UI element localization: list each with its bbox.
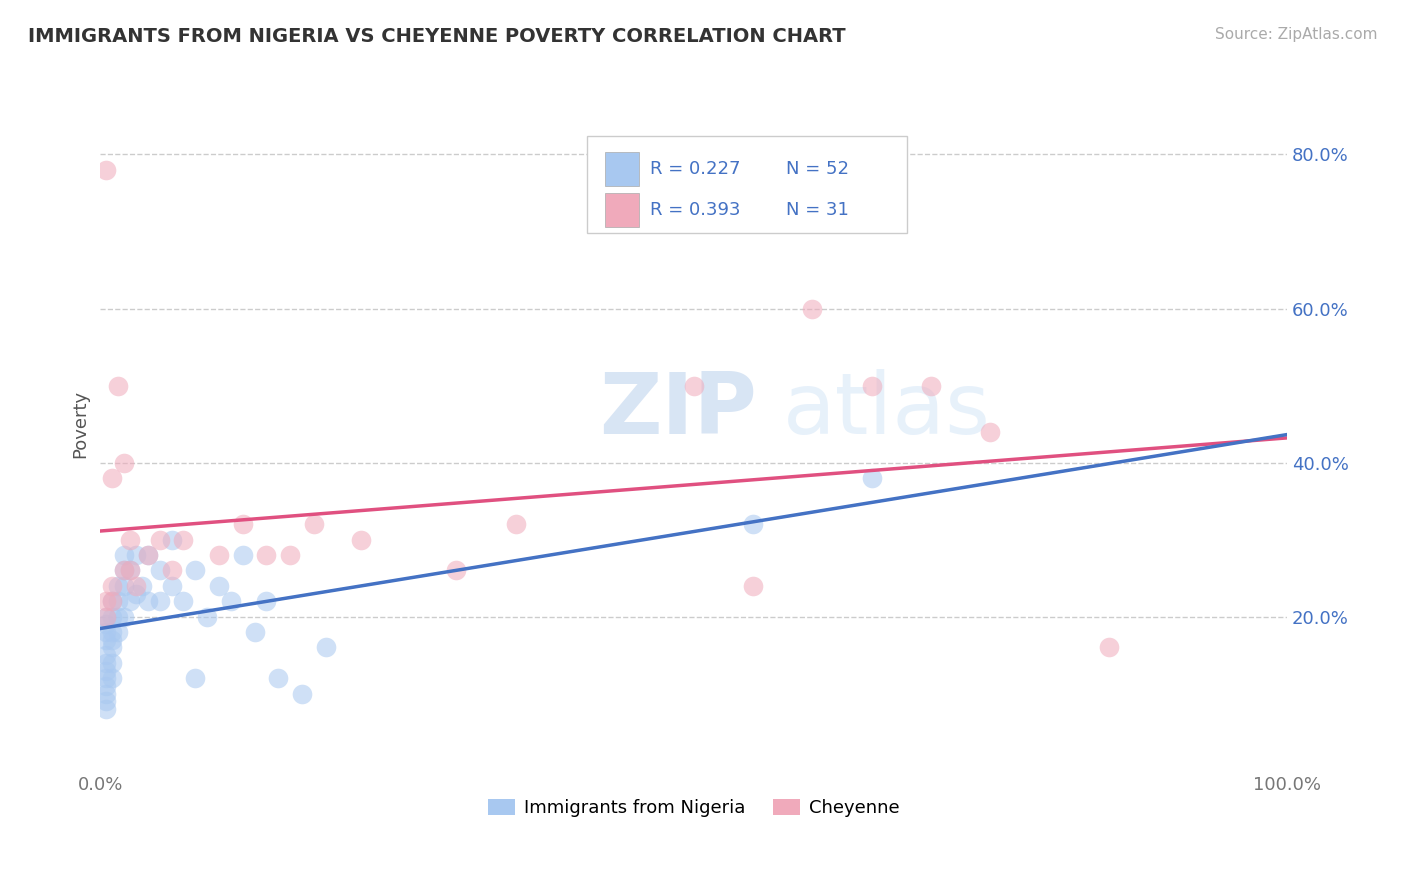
Point xyxy=(101,579,124,593)
Point xyxy=(101,594,124,608)
Point xyxy=(267,671,290,685)
Point xyxy=(172,533,194,547)
Point xyxy=(979,425,1001,439)
Text: R = 0.393: R = 0.393 xyxy=(650,201,741,219)
Point xyxy=(243,625,266,640)
Point xyxy=(96,632,118,647)
FancyBboxPatch shape xyxy=(605,152,640,186)
FancyBboxPatch shape xyxy=(586,136,907,234)
Point xyxy=(219,594,242,608)
Point xyxy=(101,625,124,640)
Y-axis label: Poverty: Poverty xyxy=(72,390,89,458)
Point xyxy=(125,548,148,562)
Point xyxy=(350,533,373,547)
Point xyxy=(96,609,118,624)
Point xyxy=(101,471,124,485)
Point xyxy=(446,563,468,577)
Text: R = 0.227: R = 0.227 xyxy=(650,160,741,178)
Point xyxy=(118,594,141,608)
Point xyxy=(136,548,159,562)
Point xyxy=(136,594,159,608)
Point xyxy=(112,563,135,577)
Point xyxy=(101,632,124,647)
Point xyxy=(118,533,141,547)
Point xyxy=(184,563,207,577)
Point xyxy=(232,517,254,532)
Point xyxy=(208,548,231,562)
Point xyxy=(505,517,527,532)
Point xyxy=(315,640,337,655)
Point xyxy=(96,162,118,177)
Point xyxy=(96,656,118,670)
Point xyxy=(118,563,141,577)
Text: ZIP: ZIP xyxy=(599,368,756,451)
Point xyxy=(96,594,118,608)
Point xyxy=(1098,640,1121,655)
Point xyxy=(96,702,118,716)
Point xyxy=(107,378,129,392)
Point xyxy=(107,625,129,640)
Point xyxy=(160,563,183,577)
Text: N = 31: N = 31 xyxy=(786,201,849,219)
Point xyxy=(101,656,124,670)
Point xyxy=(184,671,207,685)
Point xyxy=(112,456,135,470)
Point xyxy=(107,609,129,624)
Point xyxy=(742,579,765,593)
Point xyxy=(96,671,118,685)
Point xyxy=(96,664,118,678)
Point xyxy=(302,517,325,532)
Text: N = 52: N = 52 xyxy=(786,160,849,178)
Point xyxy=(112,609,135,624)
Point xyxy=(682,378,704,392)
Point xyxy=(860,471,883,485)
Point xyxy=(101,671,124,685)
Point xyxy=(96,617,118,632)
Text: atlas: atlas xyxy=(783,368,991,451)
Point xyxy=(96,609,118,624)
FancyBboxPatch shape xyxy=(605,194,640,227)
Point xyxy=(256,594,278,608)
Point xyxy=(112,579,135,593)
Point xyxy=(160,533,183,547)
Point xyxy=(160,579,183,593)
Point xyxy=(149,594,172,608)
Legend: Immigrants from Nigeria, Cheyenne: Immigrants from Nigeria, Cheyenne xyxy=(481,791,907,824)
Point xyxy=(208,579,231,593)
Point xyxy=(920,378,942,392)
Point xyxy=(195,609,218,624)
Text: IMMIGRANTS FROM NIGERIA VS CHEYENNE POVERTY CORRELATION CHART: IMMIGRANTS FROM NIGERIA VS CHEYENNE POVE… xyxy=(28,27,846,45)
Point xyxy=(101,640,124,655)
Point xyxy=(107,579,129,593)
Point xyxy=(291,687,314,701)
Point xyxy=(149,563,172,577)
Point xyxy=(136,548,159,562)
Point xyxy=(172,594,194,608)
Point xyxy=(107,594,129,608)
Point xyxy=(112,548,135,562)
Point xyxy=(801,301,824,316)
Point xyxy=(232,548,254,562)
Point xyxy=(96,694,118,708)
Point xyxy=(256,548,278,562)
Point xyxy=(131,579,153,593)
Point xyxy=(125,586,148,600)
Text: Source: ZipAtlas.com: Source: ZipAtlas.com xyxy=(1215,27,1378,42)
Point xyxy=(96,679,118,693)
Point xyxy=(112,563,135,577)
Point xyxy=(96,687,118,701)
Point xyxy=(96,648,118,662)
Point xyxy=(278,548,301,562)
Point xyxy=(118,563,141,577)
Point xyxy=(96,625,118,640)
Point xyxy=(125,579,148,593)
Point xyxy=(101,609,124,624)
Point xyxy=(101,594,124,608)
Point xyxy=(860,378,883,392)
Point xyxy=(742,517,765,532)
Point xyxy=(149,533,172,547)
